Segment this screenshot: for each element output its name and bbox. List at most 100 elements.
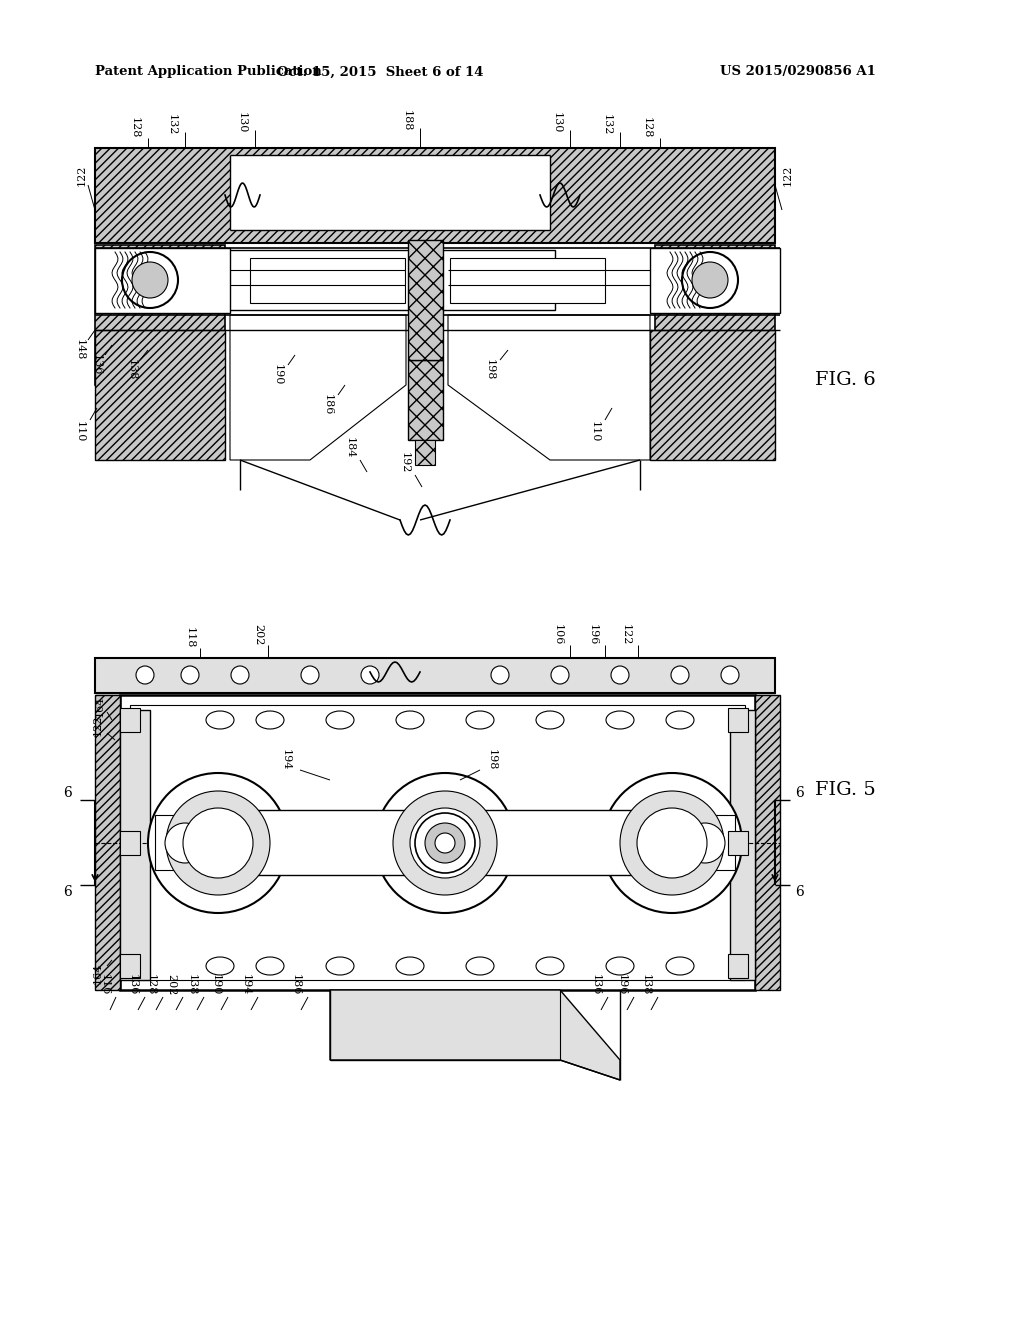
Text: 132: 132	[167, 115, 177, 136]
Text: 130: 130	[237, 112, 247, 133]
Bar	[250, 257, 406, 304]
Text: 202: 202	[253, 624, 263, 645]
Ellipse shape	[256, 711, 284, 729]
Polygon shape	[230, 315, 406, 459]
Circle shape	[132, 261, 168, 298]
Bar	[728, 832, 748, 855]
Circle shape	[165, 822, 205, 863]
Circle shape	[692, 261, 728, 298]
Circle shape	[721, 667, 739, 684]
Text: 130: 130	[552, 112, 562, 133]
Circle shape	[415, 813, 475, 873]
Circle shape	[231, 667, 249, 684]
Text: 6: 6	[796, 785, 805, 800]
Text: 138: 138	[127, 359, 137, 380]
Circle shape	[425, 822, 465, 863]
Circle shape	[602, 774, 742, 913]
Circle shape	[671, 667, 689, 684]
Circle shape	[620, 791, 724, 895]
Text: 122: 122	[783, 164, 793, 186]
Circle shape	[393, 791, 497, 895]
Text: US 2015/0290856 A1: US 2015/0290856 A1	[720, 66, 876, 78]
Circle shape	[410, 808, 480, 878]
Text: 122: 122	[93, 714, 103, 735]
Bar	[675, 814, 735, 870]
Bar	[95, 330, 225, 459]
Circle shape	[301, 667, 319, 684]
Text: 188: 188	[402, 111, 412, 132]
Ellipse shape	[326, 957, 354, 975]
Ellipse shape	[536, 711, 564, 729]
Circle shape	[435, 833, 455, 853]
Circle shape	[551, 667, 569, 684]
Bar	[95, 248, 230, 313]
Text: 164: 164	[95, 696, 105, 717]
Bar	[95, 148, 775, 243]
Bar	[95, 246, 225, 385]
Text: 184: 184	[345, 437, 355, 458]
Ellipse shape	[606, 957, 634, 975]
Text: 194: 194	[281, 750, 291, 771]
Ellipse shape	[396, 957, 424, 975]
Text: 196: 196	[588, 624, 598, 645]
Circle shape	[148, 774, 288, 913]
Bar	[155, 814, 215, 870]
Bar	[230, 154, 550, 230]
Bar	[120, 708, 140, 733]
Bar	[655, 246, 775, 385]
Bar	[415, 440, 435, 465]
Circle shape	[183, 808, 253, 878]
Circle shape	[136, 667, 154, 684]
Text: 186: 186	[323, 395, 333, 416]
Bar	[728, 954, 748, 978]
Ellipse shape	[466, 957, 494, 975]
Text: 128: 128	[146, 974, 156, 995]
Text: 190: 190	[211, 974, 221, 995]
Ellipse shape	[326, 711, 354, 729]
Circle shape	[375, 774, 515, 913]
Circle shape	[490, 667, 509, 684]
Text: 6: 6	[63, 884, 73, 899]
Text: 196: 196	[617, 974, 627, 995]
Text: 136: 136	[591, 974, 601, 995]
Bar	[650, 330, 775, 459]
Bar	[95, 657, 775, 693]
Text: 110: 110	[75, 421, 85, 442]
Circle shape	[611, 667, 629, 684]
Text: 132: 132	[602, 115, 612, 136]
Text: 198: 198	[487, 750, 497, 771]
Ellipse shape	[206, 957, 234, 975]
Text: FIG. 5: FIG. 5	[815, 781, 876, 799]
Text: 192: 192	[400, 453, 410, 474]
Ellipse shape	[606, 711, 634, 729]
Polygon shape	[330, 990, 620, 1080]
Text: 136: 136	[128, 974, 138, 995]
Text: 116: 116	[100, 974, 110, 995]
Polygon shape	[95, 696, 120, 990]
Bar	[130, 705, 745, 979]
Circle shape	[637, 808, 707, 878]
Circle shape	[122, 252, 178, 308]
Text: Patent Application Publication: Patent Application Publication	[95, 66, 322, 78]
Text: 186: 186	[291, 974, 301, 995]
Bar	[225, 249, 555, 310]
Circle shape	[166, 791, 270, 895]
Bar	[120, 696, 755, 990]
Text: 106: 106	[553, 624, 563, 645]
Ellipse shape	[666, 957, 694, 975]
Text: 194: 194	[241, 974, 251, 995]
Text: 118: 118	[185, 627, 195, 648]
Bar	[728, 708, 748, 733]
Bar	[120, 954, 140, 978]
Bar	[650, 248, 780, 313]
Bar	[450, 257, 605, 304]
Text: 138: 138	[187, 974, 197, 995]
Bar	[408, 360, 443, 440]
Bar	[730, 710, 755, 979]
Ellipse shape	[666, 711, 694, 729]
Text: 128: 128	[130, 117, 140, 139]
Polygon shape	[449, 315, 650, 459]
Bar	[120, 832, 140, 855]
Ellipse shape	[256, 957, 284, 975]
Circle shape	[181, 667, 199, 684]
